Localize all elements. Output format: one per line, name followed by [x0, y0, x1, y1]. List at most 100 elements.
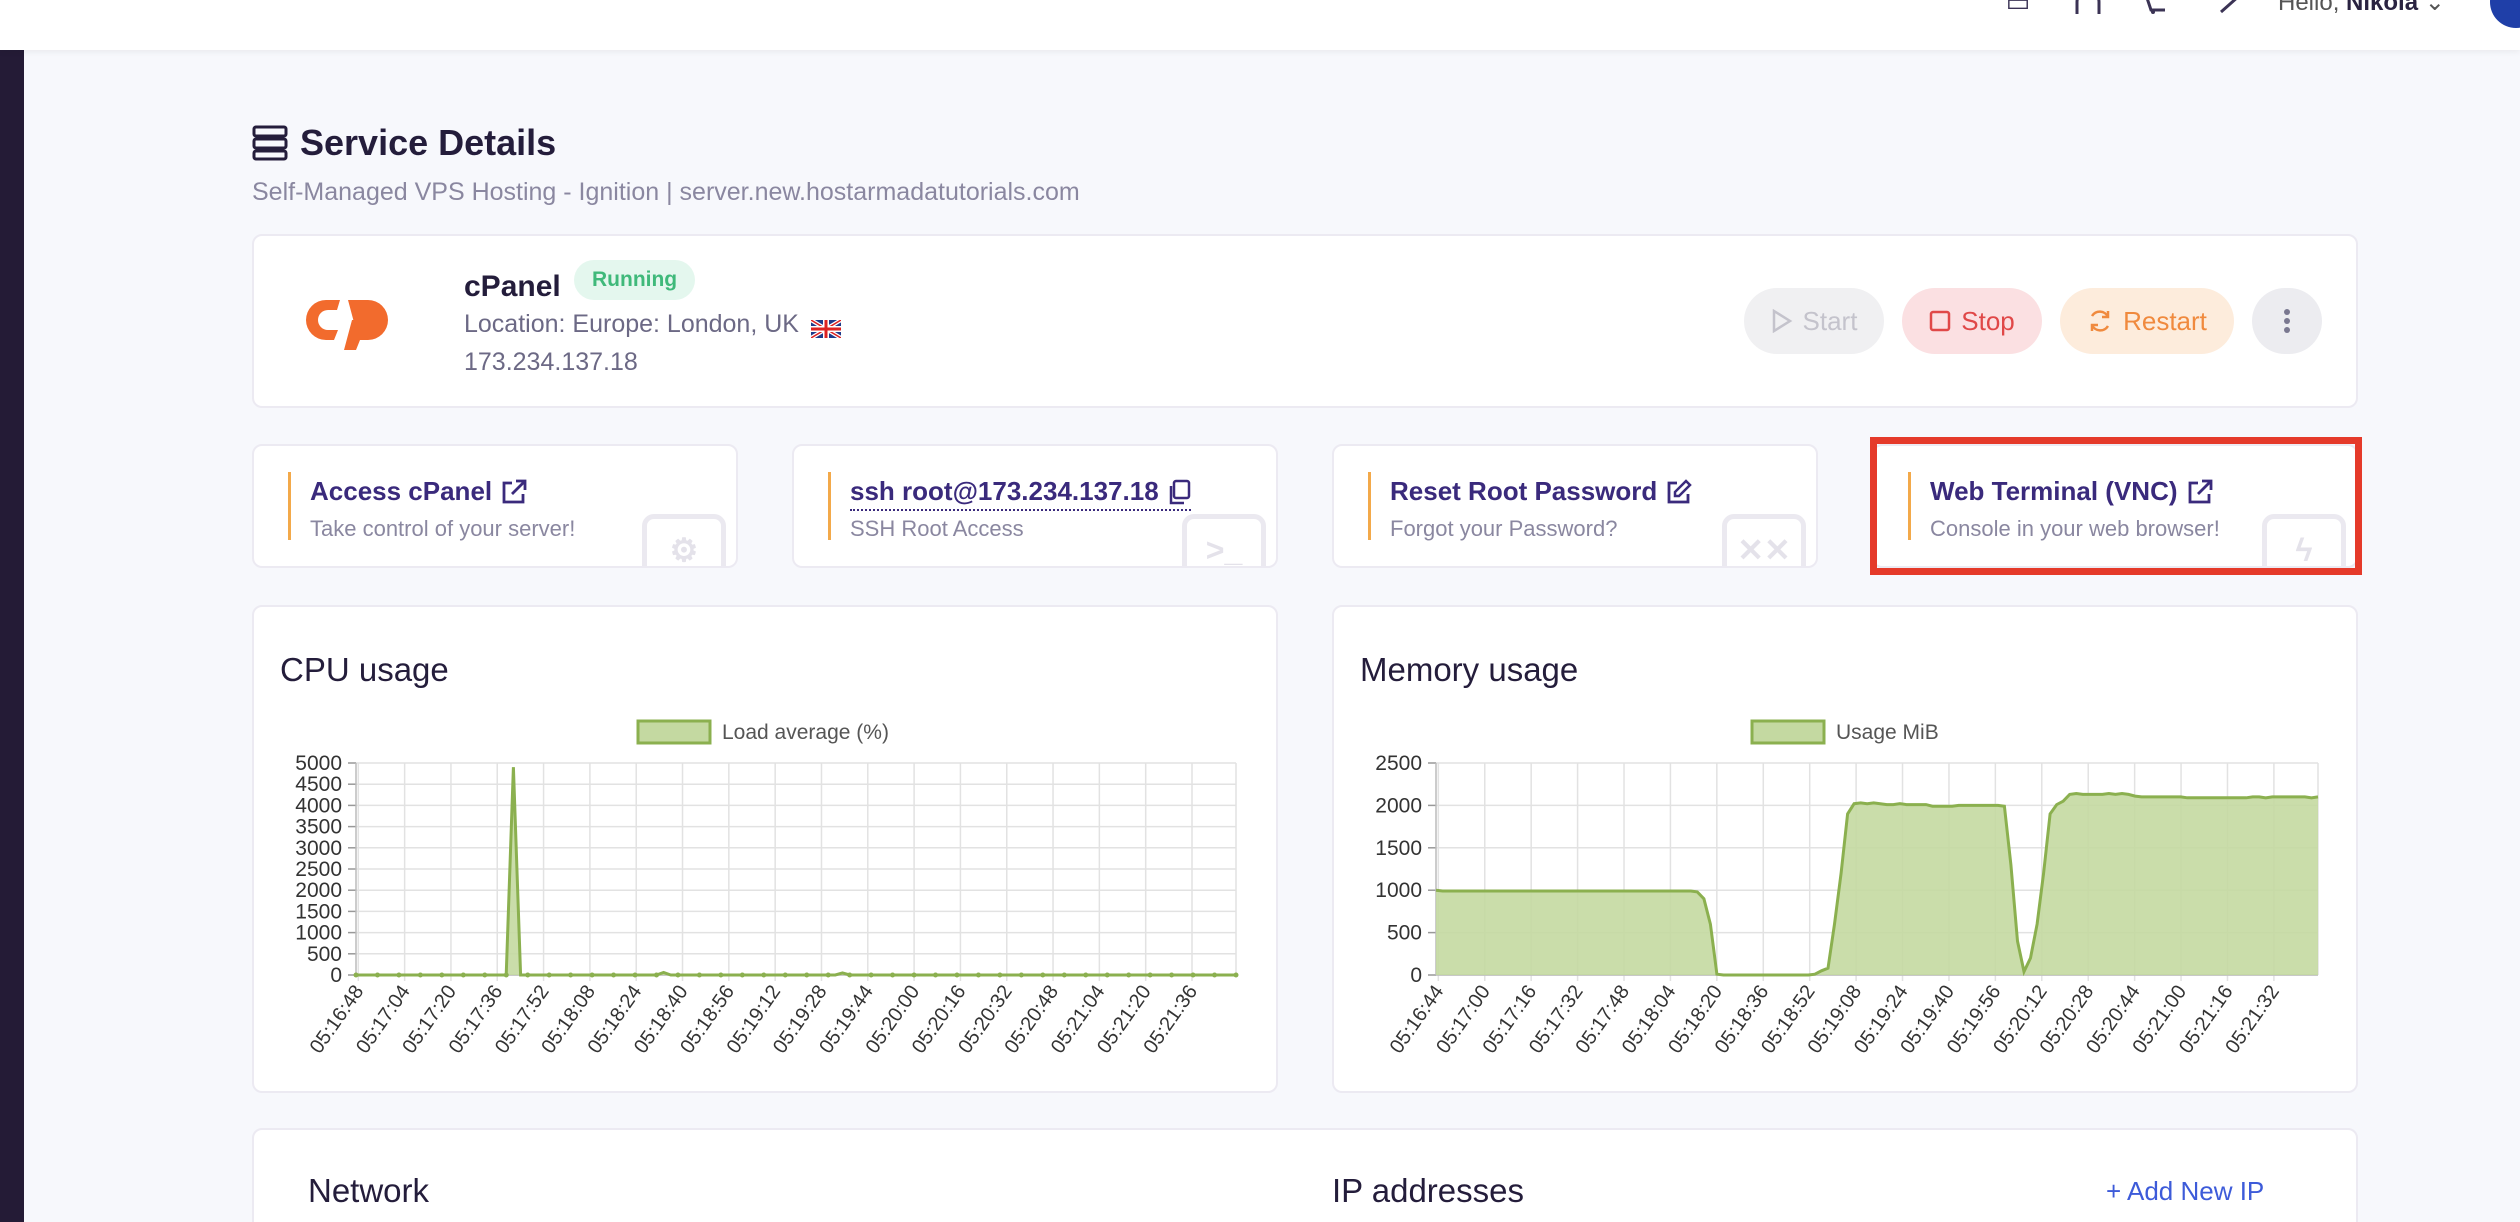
data-point: [353, 972, 359, 978]
data-point: [396, 972, 402, 978]
access-cpanel-card[interactable]: Access cPanel Take control of your serve…: [252, 444, 738, 568]
data-point: [568, 972, 574, 978]
network-card: Network IP addresses + Add New IP: [252, 1128, 2358, 1222]
data-point: [847, 972, 853, 978]
uk-flag-icon: [809, 316, 842, 340]
stop-label: Stop: [1961, 305, 2015, 336]
series-area: [356, 767, 1236, 975]
data-point: [675, 972, 681, 978]
data-point: [825, 972, 831, 978]
highlight-annotation: [1870, 437, 2362, 575]
data-point: [933, 972, 939, 978]
network-title: Network: [308, 1172, 430, 1209]
data-point: [546, 972, 552, 978]
service-location: Location: Europe: London, UK: [464, 310, 842, 340]
stop-button[interactable]: Stop: [1902, 288, 2042, 354]
sliders-icon: ⚙: [642, 514, 726, 566]
data-point: [954, 972, 960, 978]
data-point: [782, 972, 788, 978]
terminal-icon: >_: [1182, 514, 1266, 566]
restart-label: Restart: [2123, 305, 2207, 336]
start-button[interactable]: Start: [1744, 288, 1884, 354]
data-point: [911, 972, 917, 978]
play-icon: [1772, 309, 1792, 333]
stop-icon: [1930, 310, 1951, 332]
status-badge: Running: [574, 260, 696, 300]
data-point: [1040, 972, 1046, 978]
y-tick-label: 1500: [295, 900, 342, 923]
data-point: [1104, 972, 1110, 978]
reset-password-card[interactable]: Reset Root Password Forgot your Password…: [1332, 444, 1818, 568]
accent-bar: [1368, 472, 1371, 540]
ip-addresses-title: IP addresses: [1332, 1172, 1525, 1209]
legend-swatch: [1750, 719, 1826, 745]
data-point: [374, 972, 380, 978]
reset-password-title: Reset Root Password: [1390, 476, 1658, 506]
page-title-text: Service Details: [300, 122, 557, 163]
external-link-icon: [2188, 479, 2212, 503]
legend-label: Usage MiB: [1836, 721, 1939, 744]
data-point: [761, 972, 767, 978]
y-tick-label: 2000: [295, 879, 342, 902]
magic-wand-icon[interactable]: [2214, 0, 2250, 16]
y-tick-label: 0: [330, 964, 342, 987]
web-terminal-title: Web Terminal (VNC): [1930, 476, 2178, 506]
service-name: cPanel: [464, 270, 561, 303]
data-point: [868, 972, 874, 978]
restart-button[interactable]: Restart: [2060, 288, 2234, 354]
cpu-usage-card: CPU usage Load average (%) 0 500 1000 1500 20…: [252, 605, 1278, 1093]
copy-icon[interactable]: [1167, 479, 1191, 505]
data-point: [1169, 972, 1175, 978]
y-tick-label: 2500: [1375, 752, 1422, 775]
y-tick-label: 5000: [295, 752, 342, 775]
access-cpanel-link[interactable]: Access cPanel: [310, 476, 528, 507]
cart-icon[interactable]: [2136, 0, 2172, 16]
sidebar-collapsed: [0, 50, 24, 1222]
data-point: [1147, 972, 1153, 978]
ssh-access-card[interactable]: ssh root@173.234.137.18 SSH Root Access …: [792, 444, 1278, 568]
page-subtitle: Self-Managed VPS Hosting - Ignition | se…: [252, 178, 1080, 206]
monitor-icon[interactable]: ▭: [2005, 0, 2031, 17]
data-point: [525, 972, 531, 978]
y-tick-label: 1000: [1375, 879, 1422, 902]
user-greeting[interactable]: Hello, Nikola ⌄: [2278, 0, 2445, 17]
y-tick-label: 3500: [295, 816, 342, 839]
cpu-chart-title: CPU usage: [280, 651, 449, 688]
data-point: [1212, 972, 1218, 978]
y-tick-label: 1000: [295, 922, 342, 945]
edit-icon: [1667, 478, 1693, 503]
data-point: [1061, 972, 1067, 978]
server-icon: [252, 125, 288, 161]
start-label: Start: [1802, 305, 1858, 336]
ssh-command-link[interactable]: ssh root@173.234.137.18: [850, 476, 1191, 511]
y-tick-label: 4000: [295, 794, 342, 817]
data-point: [1083, 972, 1089, 978]
accent-bar: [1908, 472, 1911, 540]
series-line: [356, 767, 1236, 977]
service-card: cPanel Running Location: Europe: London,…: [252, 234, 2358, 408]
data-point: [997, 972, 1003, 978]
password-icon: ✕✕: [1722, 514, 1806, 566]
add-new-ip-label: Add New IP: [2126, 1176, 2265, 1206]
data-point: [439, 972, 445, 978]
legend-label: Load average (%): [722, 721, 889, 744]
web-terminal-link[interactable]: Web Terminal (VNC): [1930, 476, 2214, 507]
data-point: [696, 972, 702, 978]
data-point: [589, 972, 595, 978]
avatar[interactable]: [2490, 0, 2520, 28]
data-point: [890, 972, 896, 978]
more-options-button[interactable]: [2252, 288, 2322, 354]
data-point: [1233, 972, 1239, 978]
location-text: Location: Europe: London, UK: [464, 310, 799, 338]
add-new-ip-button[interactable]: + Add New IP: [2106, 1176, 2264, 1207]
bell-icon[interactable]: [2070, 0, 2106, 16]
data-point: [804, 972, 810, 978]
data-point: [482, 972, 488, 978]
web-terminal-subtitle: Console in your web browser!: [1930, 516, 2220, 541]
greeting-text: Hello,: [2278, 0, 2340, 16]
data-point: [653, 972, 659, 978]
page-header: Service Details: [252, 122, 556, 164]
series-line: [1435, 791, 2319, 977]
y-tick-label: 0: [1410, 964, 1422, 987]
reset-password-link[interactable]: Reset Root Password: [1390, 476, 1693, 507]
